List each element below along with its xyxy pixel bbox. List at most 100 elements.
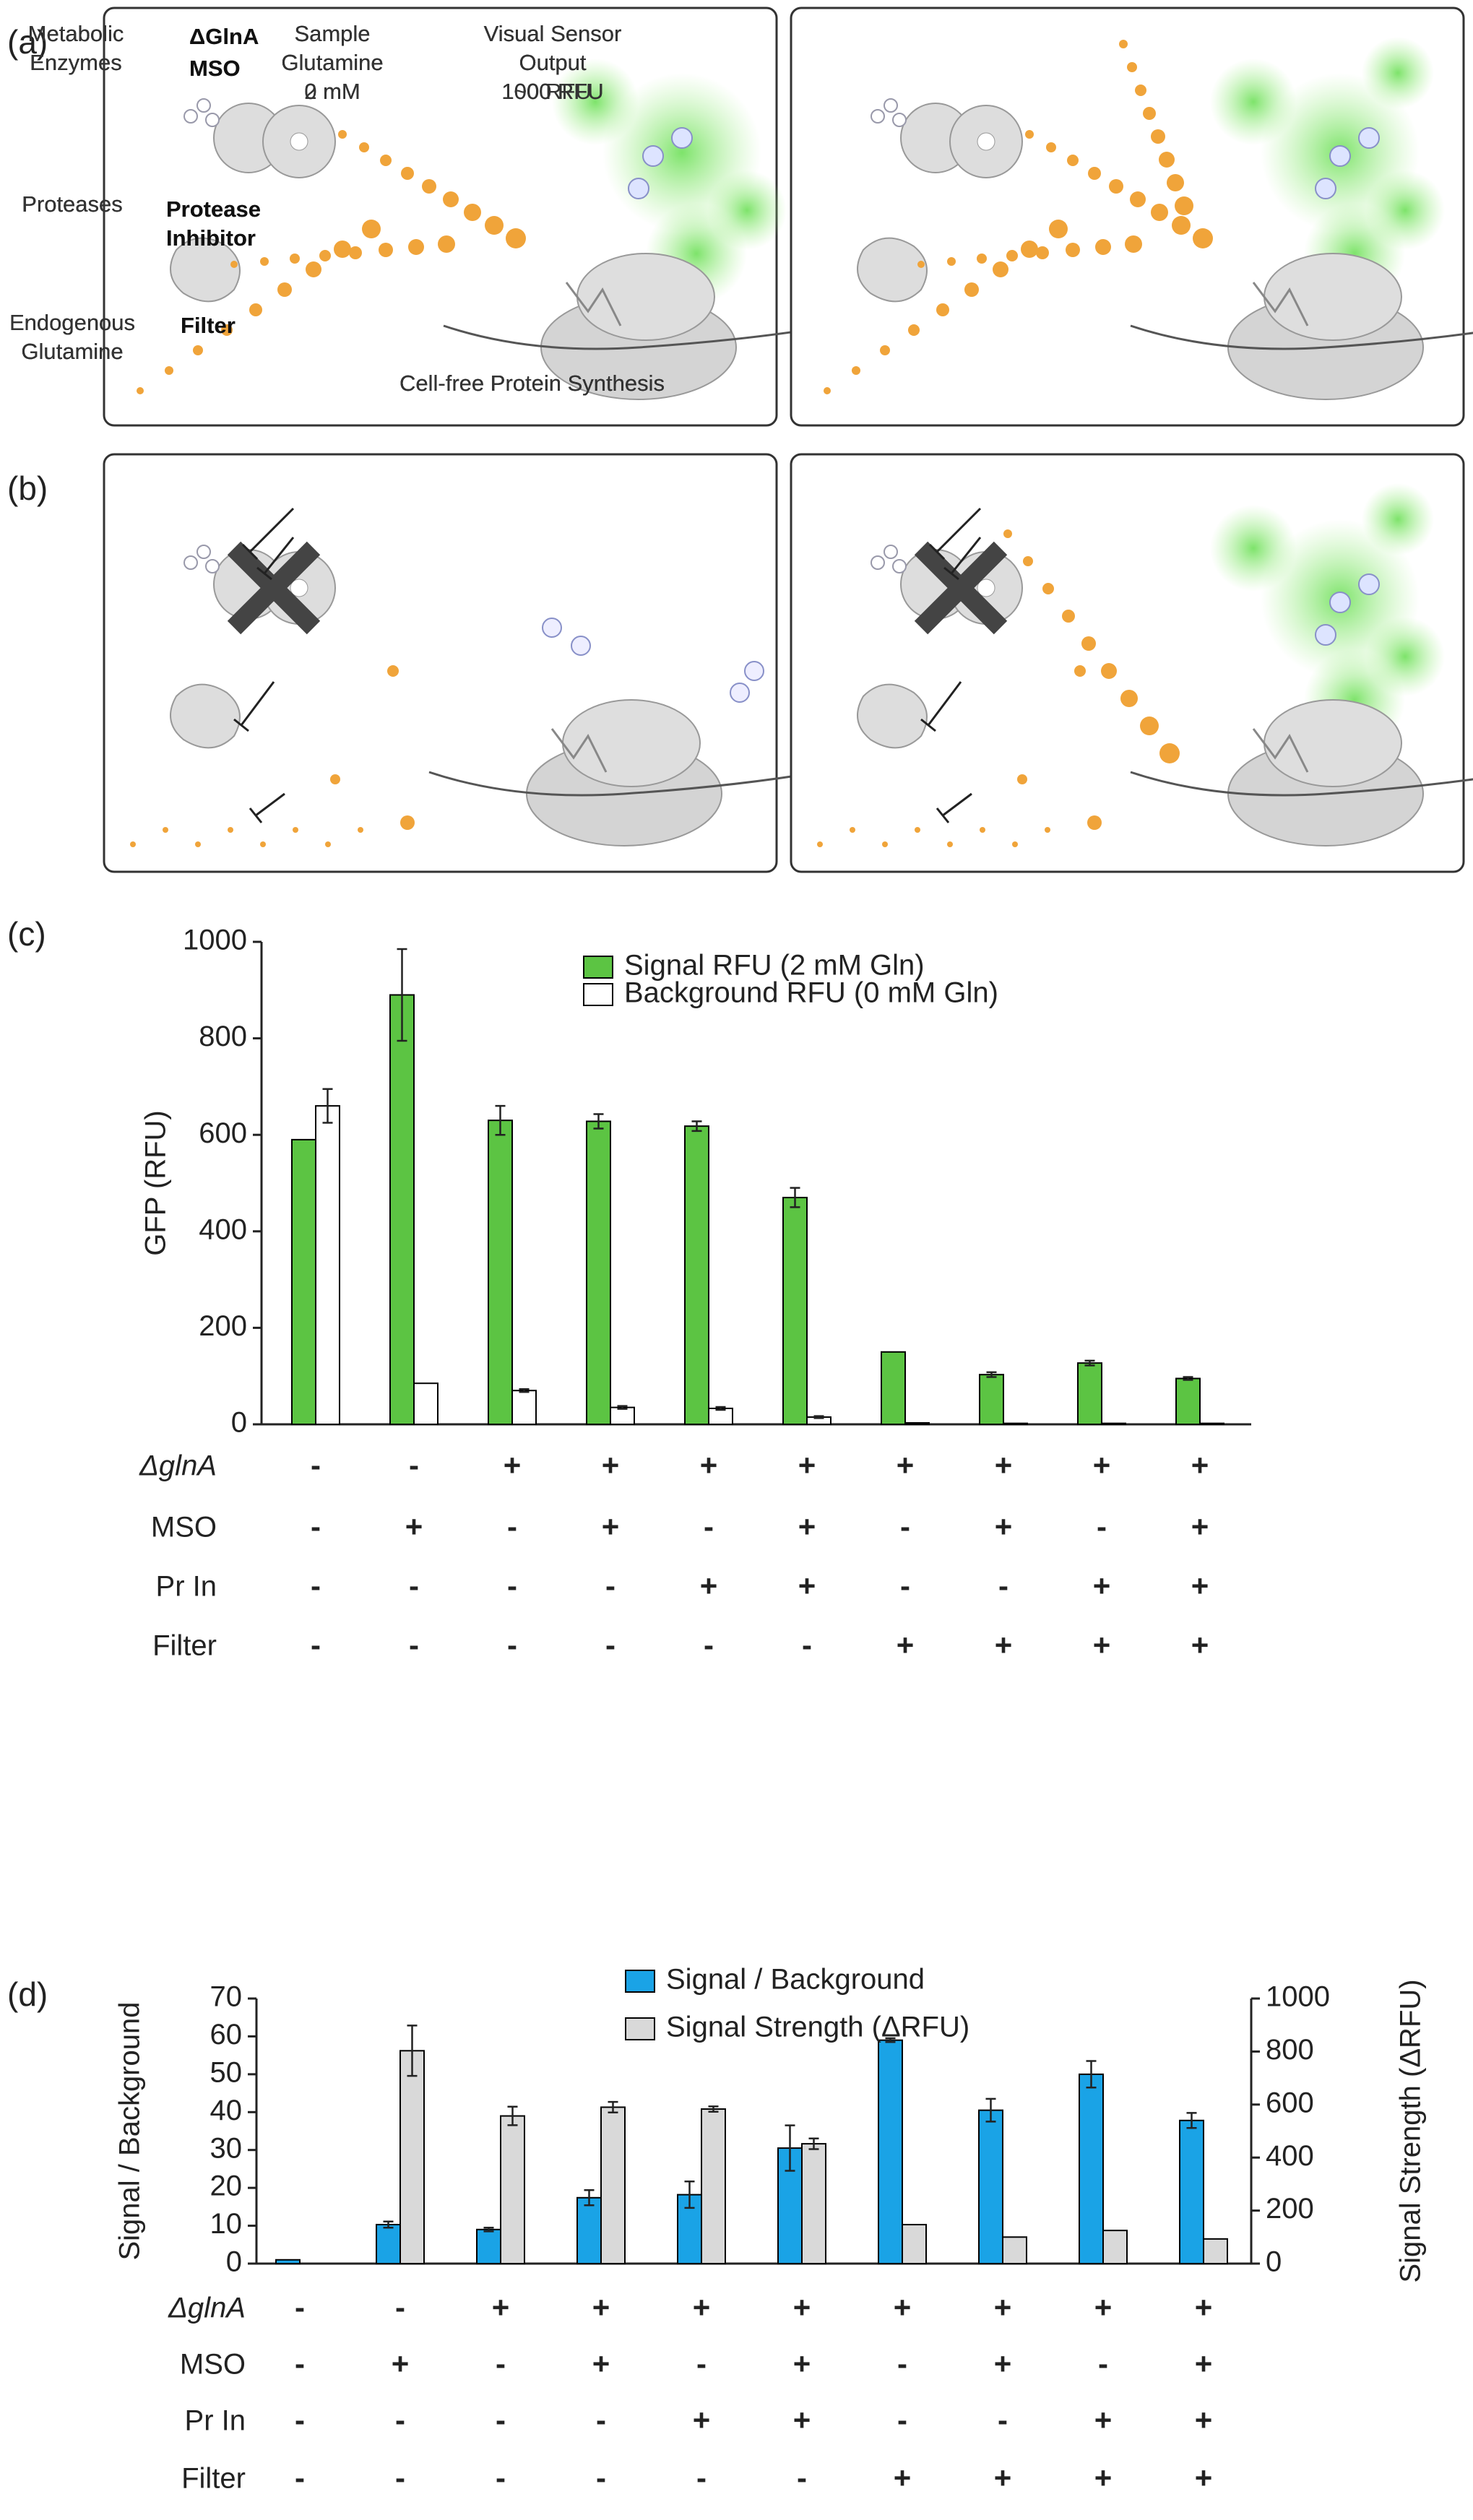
- glutamine-dot: [438, 235, 455, 253]
- y-tick-label: 60: [210, 2019, 243, 2051]
- error-bar: [684, 2180, 695, 2209]
- condition-sign: -: [507, 1628, 517, 1662]
- condition-sign: +: [693, 2403, 711, 2437]
- glutamine-dot: [330, 774, 340, 784]
- sensor-bead: [1358, 573, 1380, 595]
- error-bar: [483, 2226, 494, 2233]
- condition-sign: -: [311, 1448, 321, 1482]
- legend-label: Signal / Background: [666, 1964, 925, 1996]
- condition-label: Pr In: [185, 2405, 246, 2437]
- enzyme-core: [977, 579, 995, 597]
- error-bar: [790, 1187, 800, 1208]
- enzyme-inhibitor-label: MSO: [189, 56, 241, 81]
- bar: [1077, 1362, 1102, 1425]
- condition-sign: +: [894, 2290, 912, 2324]
- bar: [500, 2115, 525, 2265]
- sensor-bead: [730, 683, 750, 703]
- inhibit: [241, 507, 295, 581]
- condition-sign: +: [1191, 1628, 1209, 1662]
- enzymes-label: Enzymes: [30, 50, 121, 75]
- glutamine-dot: [1017, 774, 1027, 784]
- mrna: [428, 771, 820, 797]
- condition-sign: -: [605, 1569, 615, 1603]
- condition-sign: -: [802, 1628, 812, 1662]
- sample-label: Sample: [294, 21, 370, 46]
- glutamine-dot: [993, 261, 1008, 277]
- enzyme-core: [290, 132, 308, 151]
- condition-sign: +: [995, 1448, 1013, 1482]
- error-bar: [593, 1113, 604, 1130]
- glutamine-dot: [380, 155, 392, 166]
- sensor-glow: [1362, 483, 1434, 555]
- condition-sign: -: [897, 2403, 907, 2437]
- proteases-label: Proteases: [22, 191, 123, 217]
- condition-sign: +: [1191, 1569, 1209, 1603]
- sample-label: 0 mM: [304, 79, 360, 104]
- condition-sign: +: [700, 1569, 718, 1603]
- condition-sign: -: [596, 2403, 606, 2437]
- glutamine-dot: [306, 261, 321, 277]
- error-bar: [986, 1371, 997, 1378]
- condition-sign: +: [1093, 1628, 1111, 1662]
- panel-label: (d): [7, 1975, 48, 2013]
- bar: [978, 2109, 1003, 2265]
- protease: [857, 683, 928, 749]
- sensor-glow: [1210, 59, 1297, 145]
- glutamine-dot: [1193, 228, 1213, 248]
- bar: [1179, 2119, 1204, 2265]
- error-bar: [608, 2100, 618, 2114]
- sensor-bead: [1315, 178, 1336, 199]
- condition-label: ΔglnA: [168, 2292, 246, 2324]
- condition-sign: +: [994, 2461, 1012, 2495]
- glutamine-dot: [917, 261, 925, 268]
- protease-inhibitor-label: Protease: [166, 196, 261, 222]
- metabolite: [871, 555, 885, 570]
- metabolite: [205, 113, 220, 127]
- condition-sign: +: [504, 1448, 522, 1482]
- condition-label: MSO: [151, 1512, 217, 1543]
- y2-tick-label: 800: [1266, 2034, 1314, 2066]
- condition-sign: +: [1094, 2290, 1113, 2324]
- bar: [1102, 2230, 1128, 2264]
- error-bar: [715, 1406, 726, 1411]
- bar: [275, 2259, 301, 2264]
- sample-label: Glutamine: [281, 50, 383, 75]
- condition-sign: -: [409, 1569, 419, 1603]
- condition-sign: +: [798, 1448, 816, 1482]
- condition-label: ΔglnA: [139, 1450, 217, 1482]
- legend-swatch: [583, 956, 613, 979]
- error-bar: [691, 1120, 702, 1133]
- y-tick-label: 30: [210, 2132, 243, 2164]
- glutamine-dot: [850, 827, 855, 833]
- bar: [684, 1125, 709, 1426]
- glutamine-dot: [1046, 142, 1056, 152]
- enzyme-inhibitor-label: ΔGlnA: [189, 24, 259, 49]
- y-tick-label: 200: [199, 1310, 247, 1342]
- condition-sign: -: [507, 1569, 517, 1603]
- glutamine-dot: [977, 254, 987, 264]
- glutamine-dot: [1120, 690, 1138, 707]
- sample-label: Glutamine: [281, 50, 383, 75]
- sensor-bead: [542, 618, 562, 638]
- condition-sign: -: [295, 2347, 305, 2381]
- sample-label: Glutamine: [281, 50, 383, 75]
- condition-label: Filter: [152, 1630, 217, 1662]
- condition-sign: -: [596, 2461, 606, 2495]
- protease-inhibitor-label: Protease: [166, 196, 261, 222]
- mrna: [1130, 771, 1473, 797]
- condition-sign: +: [793, 2290, 811, 2324]
- error-bar: [1183, 1376, 1193, 1381]
- inhibit: [249, 792, 285, 823]
- sample-label: 0 mM: [304, 79, 360, 104]
- bar: [476, 2228, 501, 2264]
- sensor-glow: [1210, 505, 1297, 592]
- condition-sign: +: [592, 2347, 610, 2381]
- error-bar: [507, 2105, 518, 2126]
- glutamine-dot: [1003, 529, 1012, 538]
- enzyme-core: [977, 132, 995, 151]
- sample-label: Sample: [294, 21, 370, 46]
- error-bar: [1186, 2112, 1197, 2129]
- glutamine-dot: [1006, 250, 1018, 261]
- metabolite: [183, 109, 198, 124]
- synthesis-label: Cell-free Protein Synthesis: [399, 371, 665, 396]
